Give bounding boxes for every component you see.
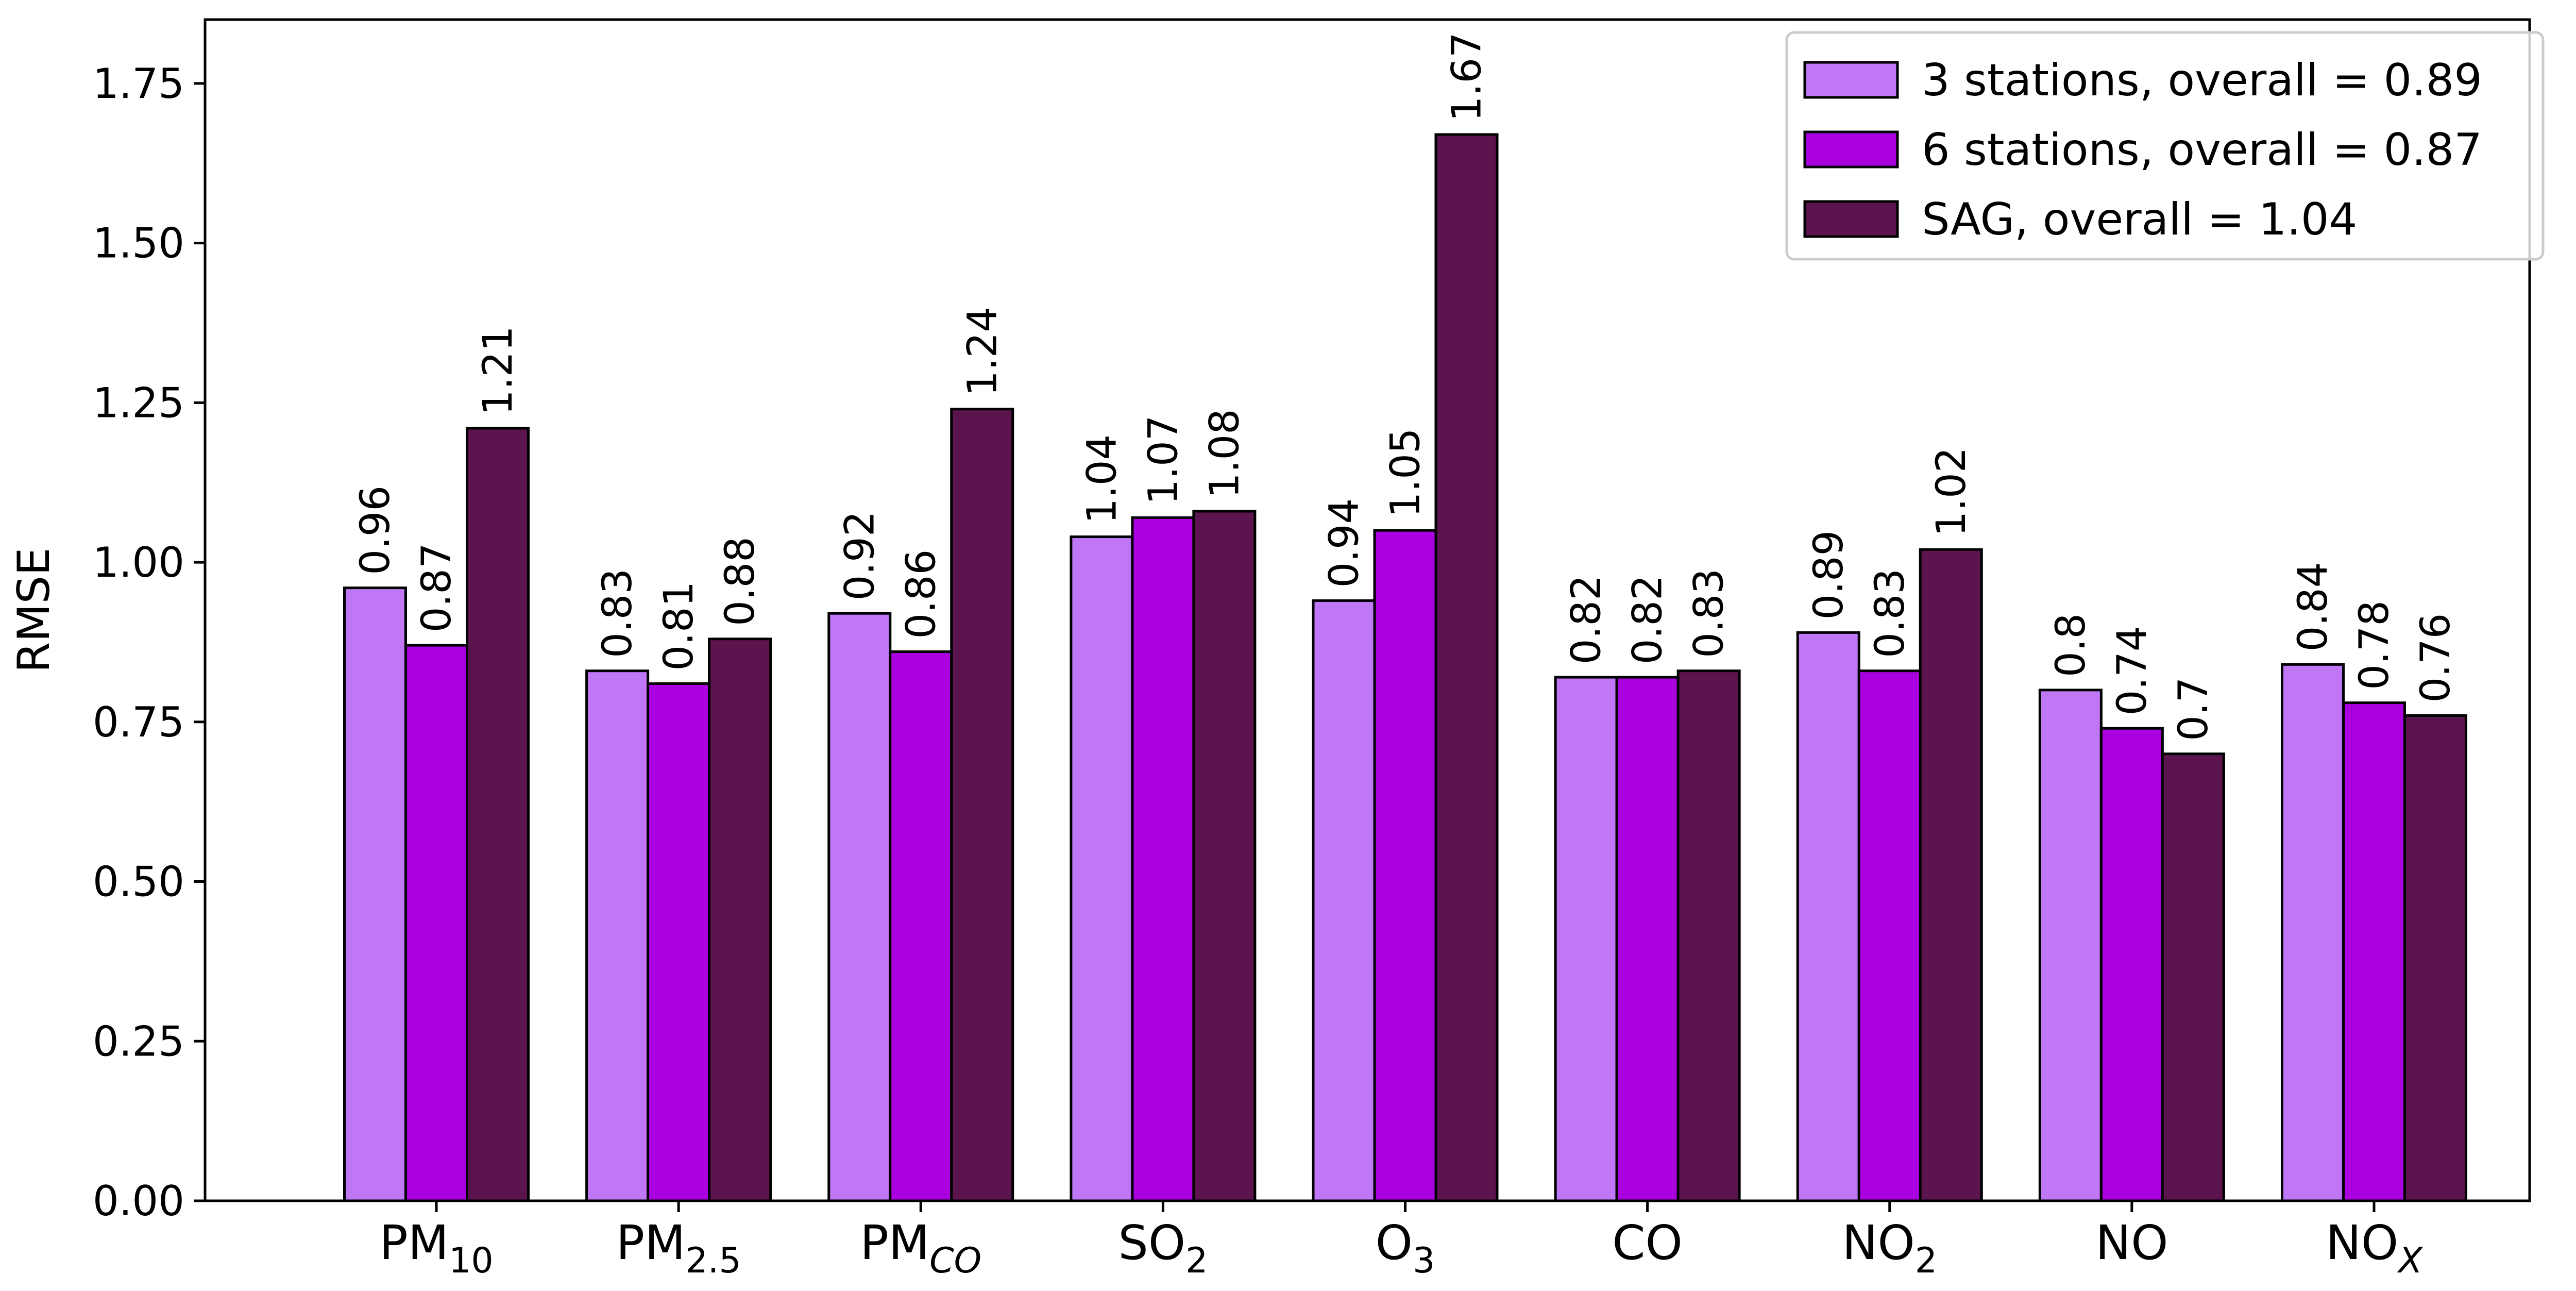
y-tick-label: 1.00 — [93, 539, 184, 586]
bar-series-1-cat-9 — [2281, 663, 2345, 1202]
bar-series-2-cat-5 — [1373, 529, 1437, 1202]
legend: 3 stations, overall = 0.89 6 stations, ov… — [1785, 31, 2545, 261]
y-tick-label: 1.75 — [93, 60, 184, 108]
bar-value-label: 0.8 — [2048, 613, 2094, 677]
bar-series-3-cat-7 — [1919, 548, 1983, 1202]
bar-value-label: 0.78 — [2351, 600, 2398, 690]
bar-series-1-cat-1 — [343, 586, 407, 1202]
bar-value-label: 1.24 — [959, 307, 1006, 396]
legend-swatch — [1803, 200, 1899, 238]
x-tick-label: O3 — [1376, 1215, 1435, 1281]
bar-series-1-cat-8 — [2038, 689, 2103, 1202]
y-axis: 0.00 0.25 0.50 0.75 1.00 1.25 1.50 1.75 — [93, 60, 205, 1225]
legend-label: 6 stations, overall = 0.87 — [1922, 124, 2482, 176]
bar-value-label: 1.02 — [1928, 447, 1975, 537]
x-tick-label: CO — [1612, 1215, 1683, 1270]
bar-value-label: 0.83 — [1686, 568, 1733, 658]
bar-value-label: 0.88 — [717, 536, 764, 626]
bar-series-1-cat-4 — [1070, 535, 1134, 1202]
bar-value-label: 0.82 — [1625, 575, 1671, 664]
bar-series-2-cat-2 — [647, 682, 711, 1202]
bar-series-3-cat-3 — [950, 408, 1014, 1202]
bar-series-2-cat-4 — [1131, 516, 1195, 1202]
legend-label: SAG, overall = 1.04 — [1922, 194, 2357, 245]
y-tick-label: 1.25 — [93, 379, 184, 427]
y-tick-label: 0.75 — [93, 698, 184, 746]
bar-series-2-cat-1 — [404, 644, 468, 1202]
bar-value-label: 0.83 — [595, 568, 641, 658]
bar-value-label: 0.83 — [1867, 568, 1913, 658]
bar-value-label: 0.74 — [2109, 626, 2156, 716]
y-tick-label: 0.00 — [93, 1177, 184, 1225]
x-axis: PM10 PM2.5 PMCO SO2 O3 CO NO2 NO NOX — [379, 1201, 2423, 1281]
bar-labels-layer: 0.96 0.83 0.92 1.04 0.94 0.82 0.89 0.8 0.84 0.87 0… — [352, 32, 2459, 741]
y-tick-label: 0.50 — [93, 858, 184, 906]
bar-series-3-cat-8 — [2161, 752, 2225, 1202]
bar-value-label: 0.96 — [352, 485, 399, 575]
bar-series-3-cat-5 — [1434, 133, 1499, 1202]
bar-series-1-cat-5 — [1312, 599, 1376, 1202]
legend-swatch — [1803, 61, 1899, 99]
bar-series-1-cat-3 — [827, 612, 892, 1202]
plot-frame — [204, 18, 2531, 1202]
bar-series-2-cat-8 — [2099, 727, 2164, 1202]
x-tick-label: SO2 — [1118, 1215, 1208, 1281]
bar-series-3-cat-1 — [466, 427, 530, 1202]
bar-value-label: 1.08 — [1201, 409, 1248, 498]
x-tick-label: PM10 — [379, 1215, 493, 1281]
y-axis-title: RMSE — [8, 548, 60, 673]
x-tick-label: PMCO — [860, 1215, 981, 1281]
bar-series-3-cat-6 — [1676, 669, 1741, 1202]
bar-value-label: 0.76 — [2413, 613, 2459, 703]
bar-value-label: 0.89 — [1806, 530, 1852, 620]
bar-value-label: 0.81 — [656, 581, 702, 671]
legend-label: 3 stations, overall = 0.89 — [1922, 55, 2482, 106]
bar-series-1-cat-7 — [1796, 631, 1860, 1202]
legend-swatch — [1803, 130, 1899, 169]
bar-series-3-cat-4 — [1192, 510, 1257, 1202]
bar-series-2-cat-6 — [1615, 676, 1680, 1202]
bar-value-label: 1.07 — [1140, 415, 1187, 505]
bar-value-label: 0.94 — [1321, 498, 1368, 588]
bar-value-label: 0.92 — [837, 511, 883, 601]
y-tick-label: 1.50 — [93, 220, 184, 267]
x-tick-label: NO2 — [1842, 1215, 1938, 1281]
x-tick-label: NOX — [2326, 1215, 2423, 1281]
bar-value-label: 1.67 — [1444, 32, 1490, 122]
bar-series-2-cat-9 — [2342, 701, 2406, 1202]
bar-value-label: 1.21 — [475, 326, 521, 415]
bar-value-label: 0.86 — [898, 549, 944, 639]
bar-value-label: 0.84 — [2290, 562, 2336, 652]
bar-value-label: 0.82 — [1564, 575, 1610, 664]
x-tick-label: NO — [2095, 1215, 2168, 1270]
bar-series-1-cat-6 — [1554, 676, 1618, 1202]
y-tick-label: 0.25 — [93, 1017, 184, 1065]
bar-series-2-cat-7 — [1857, 669, 1922, 1202]
x-tick-label: PM2.5 — [616, 1215, 741, 1281]
bar-series-3-cat-9 — [2403, 714, 2467, 1202]
bar-series-3-cat-2 — [708, 638, 772, 1202]
bars-layer — [343, 133, 2467, 1202]
bar-series-1-cat-2 — [585, 669, 650, 1202]
bar-value-label: 0.7 — [2171, 677, 2217, 741]
bar-value-label: 0.87 — [414, 543, 460, 632]
bar-series-2-cat-3 — [889, 650, 953, 1202]
legend-box — [1785, 31, 2545, 261]
bar-value-label: 1.05 — [1383, 428, 1429, 517]
bar-value-label: 1.04 — [1079, 434, 1125, 524]
